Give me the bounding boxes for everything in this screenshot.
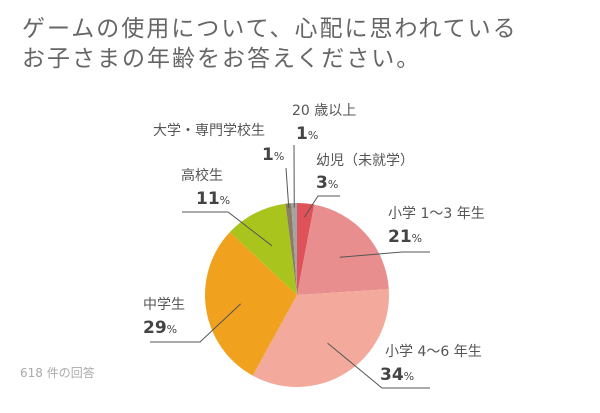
pie-slice [291, 203, 297, 295]
slice-label: 20 歳以上 [292, 103, 357, 119]
title-line-2: お子さまの年齢をお答えください。 [22, 46, 422, 72]
title-line-1: ゲームの使用について、心配に思われている [22, 16, 518, 42]
chart-title: ゲームの使用について、心配に思われている お子さまの年齢をお答えください。 [22, 14, 518, 74]
slice-value-label: 21% [388, 227, 423, 247]
slice-value-label: 1% [262, 145, 285, 165]
leader-line [150, 303, 242, 343]
slice-label: 幼児（未就学） [316, 153, 414, 169]
slice-label: 小学 1〜3 年生 [388, 206, 485, 222]
response-count-note: 618 件の回答 [20, 366, 95, 380]
leader-line [182, 211, 273, 247]
slice-value-label: 29% [143, 318, 178, 338]
slice-value-label: 3% [316, 173, 339, 193]
pie-slice [297, 204, 389, 295]
pie-slice [252, 289, 389, 387]
slice-label: 中学生 [143, 297, 185, 313]
slice-value-label: 11% [196, 189, 231, 209]
slice-label: 大学・専門学校生 [153, 123, 265, 139]
pie-slice [297, 203, 315, 295]
leader-line [339, 251, 430, 258]
pie-slice [285, 203, 297, 295]
leader-line [285, 167, 290, 209]
slice-value-label: 34% [380, 365, 415, 385]
slice-value-label: 1% [296, 124, 319, 144]
slice-label: 小学 4〜6 年生 [385, 344, 482, 360]
leader-line [327, 342, 430, 389]
slice-label: 高校生 [181, 168, 223, 184]
leader-line [303, 195, 340, 218]
pie-slice [205, 232, 297, 376]
